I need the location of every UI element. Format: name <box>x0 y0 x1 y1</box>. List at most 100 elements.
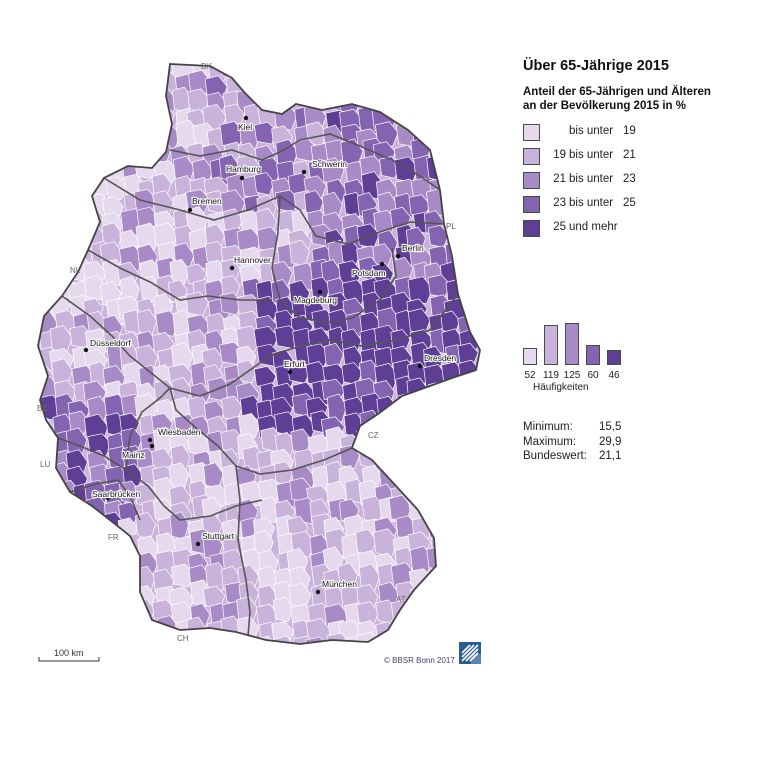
district-polygon <box>101 64 127 77</box>
district-polygon <box>463 241 480 269</box>
country-labels: DK PL NL BE LU FR CH AT CZ <box>37 62 456 643</box>
district-polygon <box>259 64 281 81</box>
district-polygon <box>407 276 434 305</box>
legend-swatch <box>523 124 540 141</box>
district-polygon <box>51 582 75 609</box>
district-polygon <box>202 532 223 561</box>
city-marker-schwerin <box>301 169 307 175</box>
district-polygon <box>422 64 448 81</box>
district-polygon <box>83 143 106 172</box>
district-polygon <box>427 224 450 248</box>
district-polygon <box>105 600 127 626</box>
district-polygon <box>54 566 75 594</box>
district-polygon <box>426 154 452 183</box>
district-polygon <box>459 258 479 285</box>
district-polygon <box>71 107 97 131</box>
district-polygon <box>288 582 312 609</box>
city-marker-dresden <box>417 363 423 369</box>
district-polygon <box>290 428 312 454</box>
country-label-fr: FR <box>108 533 119 542</box>
district-polygon <box>88 90 113 116</box>
district-polygon <box>426 188 449 217</box>
city-markers: Kiel Hamburg Schwerin Bremen Berlin Pots… <box>83 115 458 595</box>
district-polygon <box>440 155 463 185</box>
district-polygon <box>458 92 480 121</box>
histogram-bar <box>565 323 579 365</box>
map-subtitle-line1: Anteil der 65-Jährigen und Älteren <box>523 86 711 98</box>
district-polygon <box>191 158 214 186</box>
district-polygon <box>56 177 80 203</box>
district-polygon <box>392 257 414 284</box>
district-polygon <box>372 72 395 96</box>
district-polygon <box>50 545 73 574</box>
district-polygon <box>474 206 480 234</box>
district-polygon <box>478 483 480 510</box>
district-polygon <box>38 72 53 101</box>
city-marker-erfurt <box>287 369 293 375</box>
legend-swatch <box>523 220 540 237</box>
district-polygon <box>474 104 480 131</box>
district-polygon <box>425 434 446 458</box>
district-polygon <box>481 497 502 525</box>
district-polygon <box>394 464 419 488</box>
district-polygon <box>442 395 468 425</box>
district-polygon <box>136 632 159 644</box>
district-polygon <box>294 64 319 87</box>
stat-minimum: Minimum: 15,5 <box>523 420 621 435</box>
scale-bar: 100 km <box>38 648 100 662</box>
district-polygon <box>389 75 410 102</box>
district-polygon <box>321 191 343 221</box>
histogram-bar <box>544 325 558 365</box>
district-polygon <box>394 416 415 439</box>
district-polygon <box>388 494 412 523</box>
district-polygon <box>458 534 480 558</box>
district-polygon <box>236 596 258 625</box>
state-borders <box>57 133 459 637</box>
district-polygon <box>254 172 275 196</box>
city-marker-wiesbaden <box>147 437 153 443</box>
district-polygon <box>478 359 480 385</box>
district-polygon <box>49 325 73 354</box>
district-polygon <box>358 563 381 593</box>
district-polygon <box>337 64 361 79</box>
district-polygon <box>38 275 59 305</box>
district-polygon <box>275 139 299 169</box>
district-polygon <box>476 228 480 257</box>
city-label-dresden: Dresden <box>424 353 456 363</box>
histogram-value: 119 <box>543 370 559 381</box>
statistics: Minimum: 15,5 Maximum: 29,9 Bundeswert: … <box>523 420 621 464</box>
district-polygon <box>442 517 466 545</box>
district-polygon <box>170 601 195 626</box>
country-label-pl: PL <box>446 222 456 231</box>
district-polygon <box>83 531 104 560</box>
stat-minimum-value: 15,5 <box>599 421 622 433</box>
scale-bar-graphic: 100 km <box>38 648 100 662</box>
district-polygon <box>104 72 128 102</box>
district-polygon <box>38 143 62 168</box>
district-polygon <box>412 619 439 644</box>
histogram-value: 52 <box>524 370 536 381</box>
district-polygon <box>339 72 362 96</box>
district-polygon <box>256 226 281 253</box>
legend-mid: bis unter <box>569 125 614 137</box>
district-polygon <box>38 103 59 129</box>
district-polygon <box>38 562 58 586</box>
district-polygon <box>208 636 229 644</box>
district-polygon <box>138 106 159 132</box>
district-polygon <box>477 516 480 542</box>
district-polygon <box>66 125 92 151</box>
stat-bundeswert-value: 21,1 <box>599 450 622 462</box>
district-polygon <box>427 448 453 475</box>
district-polygon <box>138 64 165 81</box>
district-polygon <box>54 620 79 644</box>
district-polygon <box>443 547 465 572</box>
district-polygon <box>458 462 480 491</box>
legend-to: 19 <box>623 125 636 137</box>
district-polygon <box>477 562 480 590</box>
district-polygon <box>38 517 64 545</box>
district-polygon <box>444 495 465 520</box>
district-polygon <box>136 125 161 155</box>
legend-mid: bis unter <box>569 197 614 209</box>
district-polygon <box>407 64 428 83</box>
histogram-value: 125 <box>563 370 581 381</box>
